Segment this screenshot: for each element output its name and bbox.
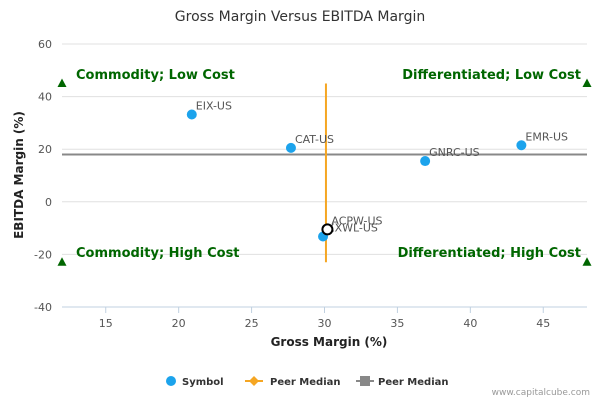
quadrant-label-top-left: Commodity; Low Cost [76,68,235,83]
data-point[interactable] [186,109,197,120]
legend-label-peer-median-2: Peer Median [378,377,449,388]
x-tick-label: 15 [99,317,113,330]
quadrant-labels: Commodity; Low Cost Differentiated; Low … [76,68,581,261]
y-tick-label: 60 [38,38,52,51]
y-axis-ticks: -40 -20 0 20 40 60 [34,38,52,314]
data-point[interactable] [420,156,431,167]
legend-label-peer-median-1: Peer Median [270,377,341,388]
x-tick-label: 45 [536,317,550,330]
y-axis-title: EBITDA Margin (%) [12,111,26,239]
data-point-label: ACPW-US [331,214,382,227]
quadrant-triangle-marker [582,257,592,266]
legend-square-icon [360,376,370,386]
x-tick-label: 40 [463,317,477,330]
legend-label-symbol: Symbol [182,377,224,388]
quadrant-label-top-right: Differentiated; Low Cost [402,68,581,83]
x-axis-title: Gross Margin (%) [271,335,388,349]
y-tick-label: 20 [38,143,52,156]
legend-item-peer-median-x[interactable]: Peer Median [245,376,341,388]
data-point-label: GNRC-US [429,146,480,159]
y-tick-label: -40 [34,301,52,314]
x-tick-label: 20 [172,317,186,330]
quadrant-label-bottom-left: Commodity; High Cost [76,246,240,261]
x-axis-ticks: 15 20 25 30 35 40 45 [99,307,550,330]
data-point-highlight[interactable] [321,223,334,236]
y-tick-label: 40 [38,91,52,104]
data-point-label: EIX-US [196,99,232,112]
data-point-label: XXWL-US [327,222,378,235]
quadrant-triangle-marker [57,257,67,266]
quadrant-triangle-marker [582,78,592,87]
data-point[interactable] [285,142,296,153]
data-point[interactable] [516,140,527,151]
x-tick-label: 30 [318,317,332,330]
data-point-label: CAT-US [295,133,334,146]
x-tick-label: 35 [390,317,404,330]
grid-lines [62,43,587,255]
x-tick-label: 25 [245,317,259,330]
legend-diamond-icon [249,376,259,386]
legend: Symbol Peer Median Peer Median [166,376,449,388]
y-tick-label: 0 [45,196,52,209]
legend-item-peer-median-y[interactable]: Peer Median [356,376,449,388]
legend-symbol-circle [166,376,176,386]
quadrant-label-bottom-right: Differentiated; High Cost [398,246,581,261]
data-point-label: EMR-US [525,130,568,143]
credit-text[interactable]: www.capitalcube.com [492,388,590,398]
legend-item-symbol[interactable]: Symbol [166,376,224,388]
quadrant-triangle-marker [57,78,67,87]
y-tick-label: -20 [34,248,52,261]
chart-title: Gross Margin Versus EBITDA Margin [175,9,425,25]
quadrant-markers [57,78,592,266]
